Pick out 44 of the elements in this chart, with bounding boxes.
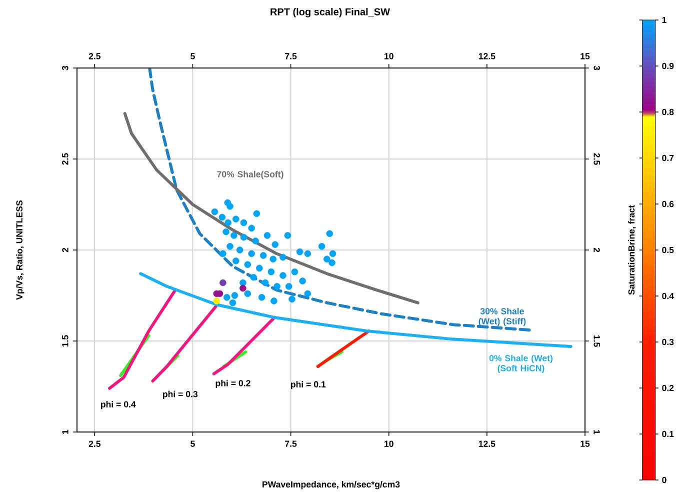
x2-tick-label: 15 xyxy=(580,53,590,60)
x2-tick-label: 5 xyxy=(190,53,195,60)
color-bar-title: SaturationBrine, fract xyxy=(628,205,636,295)
y-tick-label: 3 xyxy=(62,66,68,70)
x-tick-label: 12.5 xyxy=(478,440,496,447)
x2-tick-label: 10 xyxy=(384,53,394,60)
y-tick-label: 1.5 xyxy=(62,335,68,347)
x-tick-label: 15 xyxy=(580,440,590,447)
color-bar-label: 0.4 xyxy=(662,292,674,300)
color-bar-label: 0.8 xyxy=(662,108,674,116)
y-tick-label: 2 xyxy=(62,248,68,252)
y2-tick-label: 2.5 xyxy=(594,153,600,165)
x2-tick-label: 2.5 xyxy=(88,53,101,60)
annotation: phi = 0.2 xyxy=(216,380,250,388)
y-tick-label: 1 xyxy=(62,430,68,434)
color-bar-label: 0.2 xyxy=(662,384,674,392)
color-bar-label: 0.1 xyxy=(662,430,674,438)
series-label: 30% Shale (Wet) (Stiff) xyxy=(478,308,526,326)
x2-tick-label: 12.5 xyxy=(478,53,496,60)
x-tick-label: 10 xyxy=(384,440,394,447)
color-bar-label: 1 xyxy=(662,16,666,24)
x-tick-label: 7.5 xyxy=(285,440,297,447)
x2-tick-label: 7.5 xyxy=(285,53,297,60)
y2-tick-label: 3 xyxy=(594,66,600,70)
x-tick-label: 5 xyxy=(190,440,195,447)
color-bar-label: 0.9 xyxy=(662,62,674,70)
series-label: 0% Shale (Wet) (Soft HiCN) xyxy=(489,354,552,374)
color-bar-label: 0.7 xyxy=(662,154,674,162)
y2-tick-label: 1 xyxy=(594,430,600,434)
y2-tick-label: 1.5 xyxy=(594,335,600,347)
text: 70% Shale(Soft) xyxy=(217,170,284,180)
annotation: phi = 0.3 xyxy=(162,390,198,399)
color-bar-label: 0.3 xyxy=(662,338,674,346)
y-tick-label: 2.5 xyxy=(62,153,68,165)
color-bar-label: 0 xyxy=(662,476,666,484)
color-bar-label: 0.5 xyxy=(662,246,674,254)
x-axis-title: PWaveImpedance, km/sec*g/cm3 xyxy=(262,481,400,490)
color-bar-label: 0.6 xyxy=(662,200,674,208)
y-axis-title: Vp/Vs, Ratio, UNITLESS xyxy=(16,200,24,300)
chart-title: RPT (log scale) Final_SW xyxy=(270,8,390,18)
annotation: phi = 0.4 xyxy=(101,400,136,410)
annotation: phi = 0.1 xyxy=(291,380,326,390)
y2-tick-label: 2 xyxy=(594,248,600,252)
x-tick-label: 2.5 xyxy=(88,440,101,447)
